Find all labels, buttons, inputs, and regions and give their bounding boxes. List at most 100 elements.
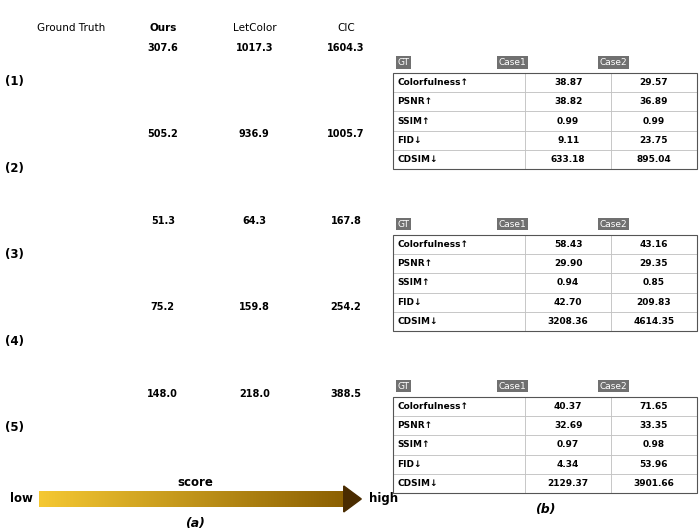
- Text: 0.99: 0.99: [643, 117, 665, 126]
- Bar: [611, 254, 696, 274]
- Bar: [393, 92, 525, 111]
- Text: 0.94: 0.94: [557, 278, 580, 287]
- Text: 71.65: 71.65: [640, 402, 668, 411]
- Text: Case2: Case2: [599, 382, 627, 391]
- Bar: [393, 254, 525, 274]
- Text: SSIM↑: SSIM↑: [397, 278, 430, 287]
- Text: 0.97: 0.97: [557, 440, 580, 449]
- Text: SSIM↑: SSIM↑: [397, 440, 430, 449]
- Text: Case2: Case2: [599, 58, 627, 67]
- Bar: [611, 274, 696, 293]
- Text: (2): (2): [5, 162, 24, 175]
- Text: 3208.36: 3208.36: [548, 317, 589, 326]
- Text: 23.75: 23.75: [640, 136, 668, 145]
- Bar: [393, 131, 525, 150]
- Bar: [525, 92, 611, 111]
- Text: low: low: [10, 493, 33, 505]
- Bar: [393, 455, 525, 474]
- Text: 0.85: 0.85: [643, 278, 665, 287]
- Text: GT: GT: [398, 382, 410, 391]
- Text: Colorfulness↑: Colorfulness↑: [397, 78, 468, 87]
- Text: 36.89: 36.89: [640, 97, 668, 106]
- Bar: [525, 274, 611, 293]
- Bar: [525, 150, 611, 169]
- Bar: [393, 235, 525, 254]
- Text: SSIM↑: SSIM↑: [397, 117, 430, 126]
- Bar: [525, 235, 611, 254]
- Text: GT: GT: [398, 58, 410, 67]
- Text: 895.04: 895.04: [636, 155, 671, 164]
- Bar: [525, 73, 611, 92]
- Bar: [525, 312, 611, 331]
- Text: 148.0: 148.0: [148, 389, 178, 399]
- Bar: [611, 397, 696, 416]
- Text: CIC: CIC: [337, 23, 355, 33]
- Bar: [611, 474, 696, 493]
- Polygon shape: [344, 486, 361, 512]
- Text: CDSIM↓: CDSIM↓: [397, 317, 438, 326]
- Text: 3901.66: 3901.66: [634, 479, 674, 488]
- Text: high: high: [369, 493, 398, 505]
- Text: 0.99: 0.99: [557, 117, 580, 126]
- Text: Colorfulness↑: Colorfulness↑: [397, 402, 468, 411]
- Text: LetColor: LetColor: [232, 23, 276, 33]
- Text: CDSIM↓: CDSIM↓: [397, 479, 438, 488]
- Text: 40.37: 40.37: [554, 402, 582, 411]
- Text: 33.35: 33.35: [640, 421, 668, 430]
- Text: Ground Truth: Ground Truth: [37, 23, 106, 33]
- Bar: [525, 131, 611, 150]
- Text: PSNR↑: PSNR↑: [397, 97, 432, 106]
- Text: 29.57: 29.57: [640, 78, 668, 87]
- Text: 38.82: 38.82: [554, 97, 582, 106]
- Text: (a): (a): [186, 517, 205, 528]
- Text: Case2: Case2: [599, 220, 627, 229]
- Text: 307.6: 307.6: [148, 43, 178, 53]
- Text: (b): (b): [535, 503, 555, 516]
- Bar: [393, 474, 525, 493]
- Bar: [611, 293, 696, 312]
- Text: PSNR↑: PSNR↑: [397, 259, 432, 268]
- Text: GT: GT: [398, 220, 410, 229]
- Text: 4.34: 4.34: [557, 460, 580, 469]
- Text: 159.8: 159.8: [239, 303, 270, 313]
- Text: (5): (5): [5, 421, 24, 434]
- Bar: [525, 455, 611, 474]
- Text: 209.83: 209.83: [636, 298, 671, 307]
- Text: 0.98: 0.98: [643, 440, 665, 449]
- Text: (1): (1): [5, 76, 24, 88]
- Text: 9.11: 9.11: [557, 136, 580, 145]
- Text: Case1: Case1: [498, 220, 526, 229]
- Text: 42.70: 42.70: [554, 298, 582, 307]
- Text: Colorfulness↑: Colorfulness↑: [397, 240, 468, 249]
- Text: Case1: Case1: [498, 58, 526, 67]
- Bar: [611, 111, 696, 131]
- Text: 505.2: 505.2: [148, 129, 178, 139]
- Text: PSNR↑: PSNR↑: [397, 421, 432, 430]
- Bar: [393, 274, 525, 293]
- Text: FID↓: FID↓: [397, 136, 421, 145]
- Text: 38.87: 38.87: [554, 78, 582, 87]
- Text: 1005.7: 1005.7: [327, 129, 365, 139]
- Text: Case1: Case1: [498, 382, 526, 391]
- Text: CDSIM↓: CDSIM↓: [397, 155, 438, 164]
- Text: 4614.35: 4614.35: [634, 317, 674, 326]
- Bar: [393, 73, 525, 92]
- Bar: [525, 254, 611, 274]
- Text: (3): (3): [5, 248, 24, 261]
- Text: FID↓: FID↓: [397, 460, 421, 469]
- Text: 58.43: 58.43: [554, 240, 582, 249]
- Bar: [611, 455, 696, 474]
- Bar: [525, 397, 611, 416]
- Bar: [393, 435, 525, 455]
- Bar: [393, 397, 525, 416]
- Text: 51.3: 51.3: [150, 216, 175, 226]
- Text: 64.3: 64.3: [242, 216, 267, 226]
- Text: 1017.3: 1017.3: [236, 43, 273, 53]
- Bar: [525, 435, 611, 455]
- Text: Ours: Ours: [149, 23, 176, 33]
- Bar: [611, 73, 696, 92]
- Bar: [611, 416, 696, 435]
- Text: 388.5: 388.5: [330, 389, 361, 399]
- Bar: [393, 293, 525, 312]
- Text: 633.18: 633.18: [551, 155, 585, 164]
